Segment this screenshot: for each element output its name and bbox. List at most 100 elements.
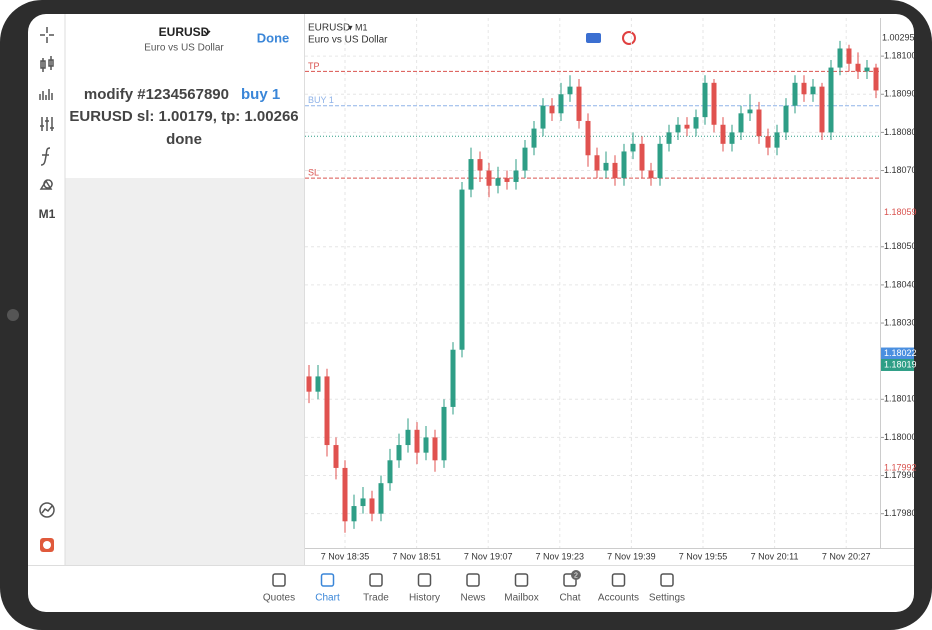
trade-icon[interactable] — [586, 33, 601, 43]
time-label: 7 Nov 19:55 — [679, 551, 728, 561]
candle-body — [405, 429, 411, 446]
candle-body — [387, 460, 393, 484]
tab-bar: Quotes Chart Trade History News Mailbox Chat 2 A… — [263, 570, 685, 604]
tab-label[interactable]: Mailbox — [504, 593, 538, 604]
candle-body — [801, 82, 807, 95]
price-label: 1.18030 — [884, 317, 917, 327]
candle-body — [819, 86, 825, 133]
toolbar-icons — [39, 27, 55, 518]
tab-icon — [320, 573, 335, 587]
candle-body — [603, 162, 609, 171]
price-label: 1.18090 — [884, 89, 917, 99]
indicators-icon — [40, 147, 51, 166]
candle-body — [666, 132, 672, 144]
candle-body — [774, 132, 780, 148]
candle-body — [621, 151, 627, 179]
panel-empty — [65, 178, 305, 565]
top-price: 1.00295 — [882, 32, 915, 42]
candle-body — [684, 124, 690, 129]
level-label: BUY 1 — [308, 95, 334, 105]
chart-subtitle: Euro vs US Dollar — [308, 35, 388, 46]
candle-body — [477, 159, 483, 171]
candle-body — [306, 376, 312, 392]
tab-label[interactable]: Accounts — [598, 593, 639, 604]
chat-badge — [571, 570, 581, 580]
time-label: 7 Nov 20:11 — [751, 551, 799, 561]
chart-symbol: EURUSD — [308, 23, 350, 34]
message-link[interactable]: buy 1 — [241, 86, 280, 103]
price-label: 1.18100 — [884, 51, 917, 61]
candle-body — [729, 132, 735, 144]
tab-label[interactable]: Quotes — [263, 593, 295, 604]
candle-body — [657, 143, 663, 179]
candle-body — [639, 143, 645, 171]
tab-icon — [272, 573, 286, 587]
timeframe-button[interactable]: M1 — [39, 207, 56, 221]
candle-body — [495, 178, 501, 186]
candle-body — [765, 136, 771, 148]
candle-body — [702, 82, 708, 118]
candle-body — [324, 376, 330, 446]
home-button — [7, 309, 19, 321]
time-label: 7 Nov 19:07 — [464, 551, 513, 561]
oneclick-icon[interactable] — [622, 31, 636, 45]
candle-body — [441, 406, 447, 461]
price-marker-box — [881, 347, 914, 360]
candle-body — [459, 189, 465, 350]
candle-body — [423, 437, 429, 453]
candle-body — [585, 120, 591, 156]
price-label: 1.18080 — [884, 127, 917, 137]
candle-body — [486, 170, 492, 186]
price-marker: 1.17992 — [884, 462, 917, 472]
candle-body — [837, 48, 843, 68]
volume-icon — [39, 89, 53, 100]
candle-body — [513, 170, 519, 182]
message-line: modify #1234567890 — [84, 86, 229, 103]
symbol-name[interactable]: EURUSD — [159, 25, 210, 39]
candle-body — [756, 109, 762, 137]
candle-body — [864, 67, 870, 72]
candle-body — [333, 445, 339, 468]
time-label: 7 Nov 19:23 — [536, 551, 585, 561]
price-label: 1.17980 — [884, 508, 917, 518]
candle-body — [846, 48, 852, 64]
symbol-chevron — [203, 30, 211, 36]
tab-label[interactable]: News — [460, 593, 485, 604]
tab-label[interactable]: Trade — [363, 593, 389, 604]
candle-body — [576, 86, 582, 121]
time-label: 7 Nov 19:39 — [607, 551, 656, 561]
candle-body — [549, 105, 555, 114]
candle-body — [360, 498, 366, 507]
price-marker-box — [881, 358, 914, 371]
tab-label[interactable]: Chart — [315, 593, 340, 604]
candle-body — [315, 376, 321, 392]
tab-label[interactable]: Chat — [559, 593, 580, 604]
symbol-description: Euro vs US Dollar — [144, 43, 224, 54]
tab-label[interactable]: History — [409, 593, 440, 604]
message-line: done — [166, 131, 202, 148]
message-line: EURUSD sl: 1.00179, tp: 1.00266 — [69, 108, 298, 125]
candle-body — [783, 105, 789, 133]
price-marker: 1.18019 — [884, 359, 917, 369]
tab-label[interactable]: Settings — [649, 593, 685, 604]
candle-body — [675, 124, 681, 133]
done-button[interactable]: Done — [257, 30, 290, 45]
candle-body — [792, 82, 798, 106]
price-marker: 1.18022 — [884, 348, 917, 358]
plot: 7 Nov 18:35 7 Nov 18:51 7 Nov 19:07 7 Nov 1… — [305, 18, 917, 561]
candle-body — [468, 159, 474, 190]
candle-body — [504, 178, 510, 182]
price-label: 1.18040 — [884, 279, 917, 289]
level-label: TP — [308, 61, 320, 71]
tab-icon — [417, 573, 432, 587]
candle-body — [738, 113, 744, 133]
candle-body — [711, 82, 717, 125]
objects-icon — [39, 179, 53, 190]
candle-body — [342, 467, 348, 522]
candle-body — [612, 162, 618, 179]
candle-body — [828, 67, 834, 133]
level-label: SL — [308, 168, 319, 178]
time-label: 7 Nov 18:35 — [321, 551, 370, 561]
price-marker: 1.18059 — [884, 207, 917, 217]
candle-body — [522, 147, 528, 171]
